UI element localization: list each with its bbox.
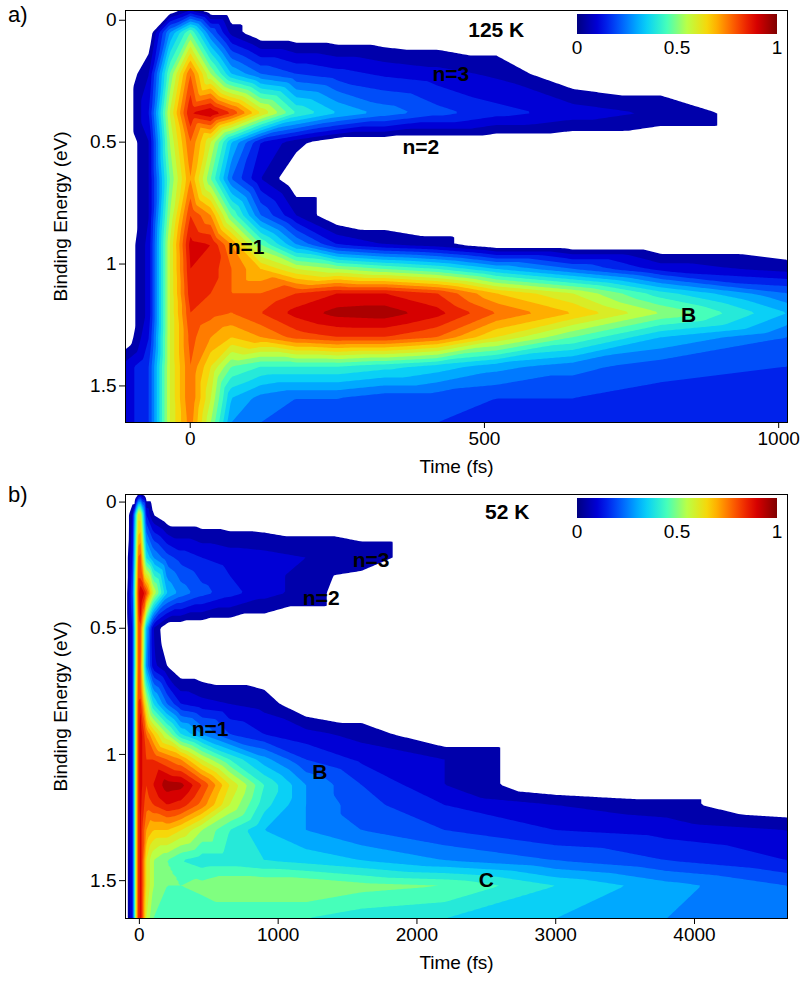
svg-text:1000: 1000	[758, 428, 800, 449]
svg-text:Time (fs): Time (fs)	[419, 952, 493, 973]
svg-text:52 K: 52 K	[485, 500, 529, 523]
svg-text:n=3: n=3	[353, 548, 390, 571]
svg-text:0.5: 0.5	[664, 37, 690, 58]
svg-text:4000: 4000	[673, 924, 715, 945]
svg-text:1: 1	[772, 521, 783, 542]
svg-text:0: 0	[106, 9, 117, 30]
svg-text:C: C	[479, 868, 494, 891]
svg-text:125 K: 125 K	[468, 18, 524, 41]
svg-text:n=2: n=2	[303, 586, 340, 609]
svg-text:1: 1	[106, 744, 117, 765]
svg-text:n=2: n=2	[403, 135, 440, 158]
svg-text:n=3: n=3	[433, 62, 470, 85]
svg-text:n=1: n=1	[228, 235, 265, 258]
svg-text:1.5: 1.5	[90, 870, 116, 891]
svg-text:Binding Energy (eV): Binding Energy (eV)	[50, 131, 71, 301]
svg-text:500: 500	[469, 428, 501, 449]
svg-text:1000: 1000	[257, 924, 299, 945]
svg-text:Time (fs): Time (fs)	[419, 456, 493, 477]
svg-text:2000: 2000	[396, 924, 438, 945]
svg-text:0.5: 0.5	[664, 521, 690, 542]
html-text:b): b)	[8, 482, 28, 507]
svg-text:1.5: 1.5	[90, 375, 116, 396]
svg-text:0.5: 0.5	[90, 617, 116, 638]
svg-text:0: 0	[572, 521, 583, 542]
svg-text:0: 0	[185, 428, 196, 449]
svg-text:0: 0	[106, 491, 117, 512]
svg-text:B: B	[312, 760, 327, 783]
svg-text:0.5: 0.5	[90, 131, 116, 152]
svg-text:1: 1	[106, 253, 117, 274]
svg-text:Binding Energy (eV): Binding Energy (eV)	[50, 621, 71, 791]
svg-text:0: 0	[572, 37, 583, 58]
svg-text:0: 0	[134, 924, 145, 945]
svg-text:B: B	[681, 303, 696, 326]
html-text:a): a)	[8, 2, 28, 27]
svg-text:1: 1	[772, 37, 783, 58]
svg-text:3000: 3000	[535, 924, 577, 945]
svg-text:n=1: n=1	[192, 717, 229, 740]
